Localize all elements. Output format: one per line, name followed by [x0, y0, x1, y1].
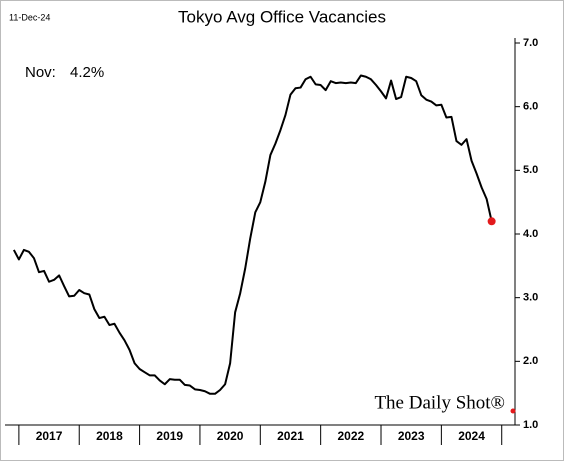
line: [12, 74, 493, 395]
source: The Daily Shot®: [374, 392, 505, 413]
y-tick-label: 7.0: [523, 37, 538, 49]
y-tick-label: 3.0: [523, 292, 538, 304]
y-tick-label: 1.0: [523, 419, 538, 431]
x-tick-label: 2020: [217, 429, 244, 443]
y-tick-label: 4.0: [523, 228, 538, 240]
y-tick-label: 6.0: [523, 101, 538, 113]
annotation-label: Nov:: [25, 64, 56, 81]
x-tick-label: 2024: [458, 429, 485, 443]
annotation-value: 4.2%: [70, 64, 104, 81]
x-tick-label: 2021: [277, 429, 304, 443]
date: 11-Dec-24: [9, 12, 50, 22]
y-tick-label: 5.0: [523, 164, 538, 176]
x-tick-label: 2022: [337, 429, 364, 443]
y-tick-label: 2.0: [523, 355, 538, 367]
end-marker: [487, 217, 496, 226]
x-tick-label: 2023: [398, 429, 425, 443]
x-tick-label: 2017: [36, 429, 63, 443]
chart-title: Tokyo Avg Office Vacancies: [178, 7, 386, 26]
logo-dot: [510, 408, 516, 414]
x-tick-label: 2019: [156, 429, 183, 443]
x-tick-label: 2018: [96, 429, 123, 443]
